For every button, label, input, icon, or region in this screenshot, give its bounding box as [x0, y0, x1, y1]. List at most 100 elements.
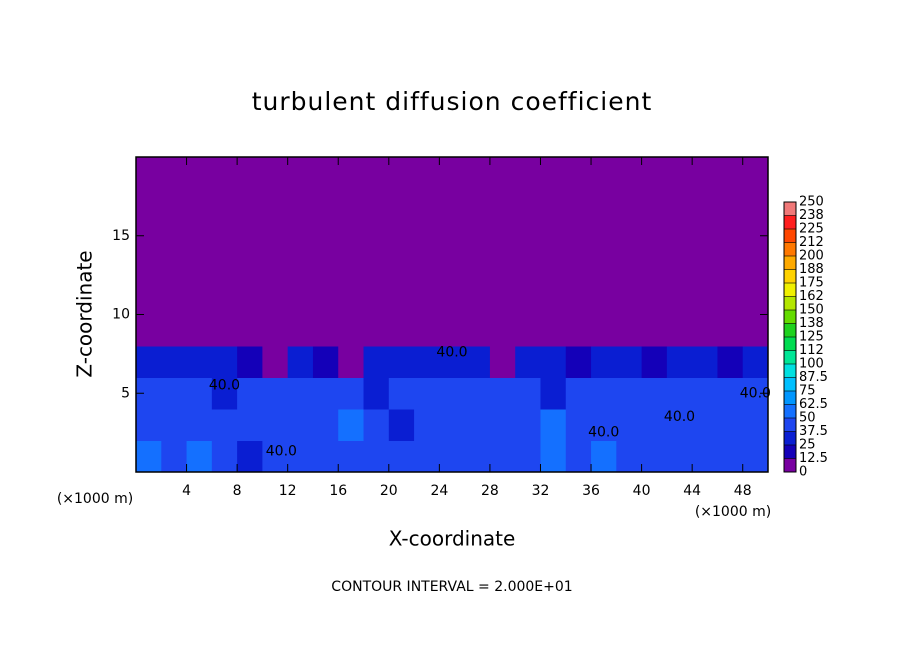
heat-cell	[136, 157, 162, 347]
heat-cell	[616, 440, 643, 473]
x-tick-label: 48	[734, 483, 752, 499]
colorbar-label: 238	[799, 208, 824, 223]
heat-cell	[692, 346, 718, 378]
colorbar-band	[784, 283, 796, 297]
heat-cell	[237, 409, 263, 441]
colorbar-label: 100	[799, 357, 824, 372]
heat-cell	[666, 409, 693, 441]
colorbar-label: 12.5	[799, 451, 828, 466]
heat-cell	[211, 409, 238, 441]
colorbar-band	[784, 445, 796, 459]
heat-cell	[540, 440, 567, 473]
heat-cell	[262, 157, 289, 347]
colorbar-band	[784, 215, 796, 229]
heat-cell	[211, 440, 238, 473]
heat-cell	[287, 409, 314, 441]
heat-cell	[186, 157, 213, 347]
heat-cell	[237, 440, 263, 473]
heat-cell	[489, 440, 516, 473]
heat-cell	[717, 409, 744, 441]
heat-cell	[464, 157, 491, 347]
heat-cell	[464, 409, 491, 441]
heat-cell	[565, 157, 592, 347]
colorbar-band	[784, 202, 796, 216]
colorbar-label: 188	[799, 262, 824, 277]
contour-label: 40.0	[209, 377, 240, 393]
colorbar-band	[784, 364, 796, 378]
colorbar-band	[784, 350, 796, 364]
heat-cell	[363, 157, 390, 347]
heat-cell	[540, 377, 567, 410]
heat-cell	[363, 440, 390, 473]
heat-cell	[338, 157, 365, 347]
y-unit: (×1000 m)	[57, 491, 133, 507]
heat-cell	[312, 440, 339, 473]
colorbar-label: 250	[799, 195, 824, 210]
contour-label: 40.0	[664, 409, 695, 425]
heat-cell	[186, 440, 213, 473]
heat-cell	[616, 377, 643, 410]
heat-cell	[136, 409, 162, 441]
heat-cell	[388, 157, 415, 347]
heat-cell	[717, 377, 744, 410]
heat-cell	[287, 377, 314, 410]
heat-cell	[439, 440, 466, 473]
heat-cell	[666, 377, 693, 410]
heat-cell	[262, 409, 289, 441]
heat-cell	[540, 346, 567, 378]
heat-cell	[641, 440, 668, 473]
colorbar-band	[784, 310, 796, 324]
heat-cell	[439, 346, 466, 378]
y-axis-label: Z-coordinate	[73, 250, 97, 377]
colorbar-label: 25	[799, 438, 816, 453]
heat-cell	[616, 157, 643, 347]
colorbar-label: 50	[799, 411, 816, 426]
heat-cell	[641, 157, 668, 347]
heat-cell	[565, 346, 592, 378]
colorbar-band	[784, 323, 796, 337]
colorbar-label: 0	[799, 465, 807, 480]
x-tick-label: 24	[430, 483, 448, 499]
heat-cell	[616, 409, 643, 441]
heat-cell	[641, 377, 668, 410]
heat-cell	[363, 409, 390, 441]
heat-cell	[591, 377, 617, 410]
heat-cell	[742, 157, 769, 347]
heat-cell	[161, 346, 188, 378]
heat-cell	[565, 440, 592, 473]
heat-cell	[287, 157, 314, 347]
colorbar-label: 87.5	[799, 370, 828, 385]
x-unit: (×1000 m)	[695, 504, 771, 520]
heat-cell	[666, 346, 693, 378]
y-tick-label: 5	[121, 385, 130, 401]
heat-cell	[489, 157, 516, 347]
heat-cell	[641, 409, 668, 441]
heat-cell	[515, 346, 541, 378]
heat-cell	[161, 377, 188, 410]
heat-cell	[161, 409, 188, 441]
heat-cell	[186, 346, 213, 378]
heat-cell	[287, 440, 314, 473]
heat-cell	[388, 409, 415, 441]
colorbar-band	[784, 269, 796, 283]
x-tick-label: 4	[182, 483, 191, 499]
heat-cell	[515, 409, 541, 441]
heat-cell	[414, 157, 440, 347]
heat-cell	[565, 409, 592, 441]
heat-cell	[338, 440, 365, 473]
colorbar-band	[784, 377, 796, 391]
heat-cell	[186, 377, 213, 410]
x-tick-label: 20	[380, 483, 398, 499]
x-tick-label: 8	[233, 483, 242, 499]
contour-label: 40.0	[588, 425, 619, 441]
heat-cell	[464, 377, 491, 410]
colorbar-band	[784, 242, 796, 256]
heat-cell	[742, 409, 769, 441]
heat-cell	[666, 440, 693, 473]
heat-cell	[489, 377, 516, 410]
colorbar-label: 112	[799, 343, 824, 358]
heat-cell	[136, 346, 162, 378]
heat-cell	[489, 346, 516, 378]
